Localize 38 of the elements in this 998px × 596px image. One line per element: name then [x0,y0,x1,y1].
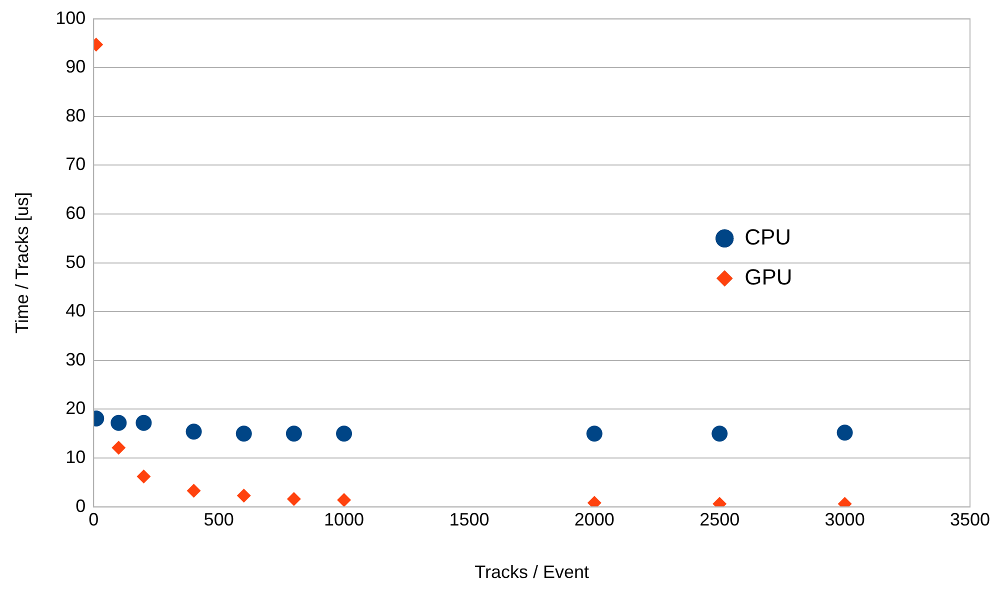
x-tick-label: 1000 [324,510,364,530]
legend-label: CPU [744,224,792,250]
point [136,470,151,484]
point [236,426,252,442]
point [712,426,728,442]
x-tick-label: 3500 [950,510,990,530]
y-tick-label: 30 [66,349,86,370]
y-tick-label: 80 [66,105,86,126]
point [186,424,202,440]
y-tick-label: 10 [66,446,86,467]
point [337,492,352,507]
point [586,426,602,442]
y-tick-label: 60 [66,202,86,223]
y-axis-title: Time / Tracks [us] [12,192,32,334]
x-axis-title: Tracks / Event [474,562,590,582]
y-tick-label: 90 [66,56,86,77]
x-tick-label: 2000 [574,510,614,530]
point [336,426,352,442]
legend-label: GPU [744,264,792,290]
point [136,414,152,431]
point [186,484,201,498]
x-tick-label: 3000 [824,510,865,530]
y-tick-label: 0 [76,496,86,516]
y-tick-label: 20 [66,398,86,418]
x-tick-label: 1500 [449,510,490,530]
x-tick-label: 0 [88,510,99,530]
point [836,424,853,441]
point [110,414,127,431]
y-tick-label: 70 [66,154,86,174]
point [112,440,126,455]
y-tick-label: 40 [66,300,86,321]
x-tick-label: 500 [204,510,234,530]
y-tick-label: 50 [66,252,86,272]
point [286,426,302,442]
x-tick-label: 2500 [700,510,740,530]
point [286,492,301,506]
y-tick-label: 100 [56,8,86,28]
point [236,488,251,503]
